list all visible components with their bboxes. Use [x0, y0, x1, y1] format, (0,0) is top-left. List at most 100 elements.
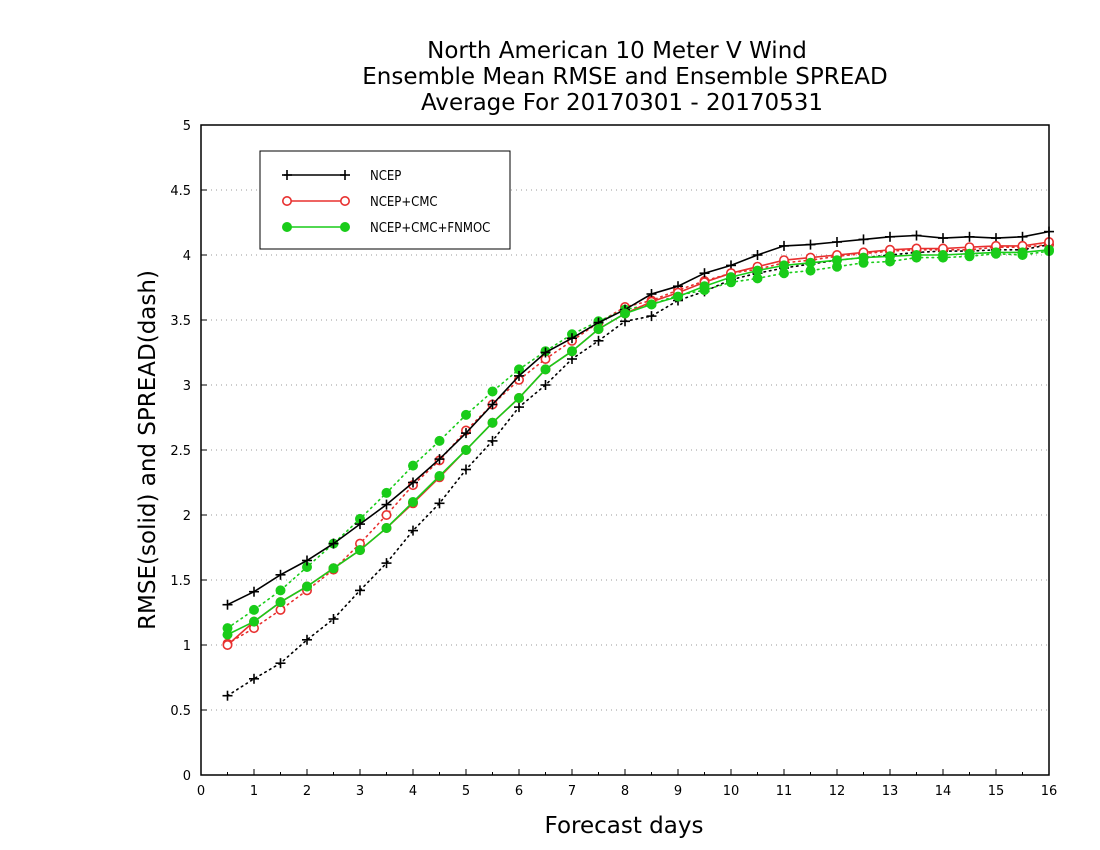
series-0-rmse-point-24 — [858, 234, 869, 245]
series-0-rmse-point-0 — [222, 599, 233, 610]
plot-series — [222, 226, 1055, 701]
gridlines — [201, 189, 1049, 711]
y-tick-label-9: 4.5 — [170, 184, 191, 199]
series-0-rmse-point-1 — [249, 586, 259, 597]
y-tick-label-7: 3.5 — [170, 314, 191, 329]
series-2-rmse-point-28 — [964, 248, 975, 259]
legend-marker-end-1 — [339, 196, 350, 207]
series-0-rmse-point-8 — [434, 454, 445, 465]
series-0-spread-point-16 — [646, 311, 657, 322]
series-0-rmse-point-18 — [699, 268, 710, 279]
x-tick-label-4: 4 — [409, 784, 417, 799]
series-2-rmse-point-29 — [991, 247, 1002, 258]
y-axis-label: RMSE(solid) and SPREAD(dash) — [135, 270, 161, 630]
x-tick-label-9: 9 — [674, 784, 682, 799]
series-1-rmse-point-0 — [222, 639, 233, 650]
x-tick-label-12: 12 — [829, 784, 846, 799]
series-0-rmse-point-23 — [832, 237, 842, 247]
y-tick-label-3: 1.5 — [170, 574, 191, 589]
series-2-rmse-point-4 — [328, 563, 339, 574]
series-2-spread-point-10 — [487, 386, 498, 397]
series-0-rmse-line — [227, 230, 1050, 606]
series-2-rmse-point-30 — [1017, 247, 1028, 258]
series-0-spread-point-11 — [514, 402, 524, 413]
series-2-rmse-point-11 — [514, 392, 525, 403]
series-2-rmse-point-25 — [885, 251, 896, 262]
y-tick-label-4: 2 — [183, 509, 191, 524]
legend-item-2: NCEP+CMC+FNMOC — [281, 221, 490, 236]
x-tick-label-10: 10 — [723, 784, 740, 799]
legend-item-1: NCEP+CMC — [281, 195, 438, 210]
series-0-spread-point-0 — [222, 690, 233, 701]
series-2-spread — [222, 246, 1055, 634]
series-0-spread-point-12 — [540, 380, 551, 390]
y-tick-label-0: 0 — [183, 769, 191, 784]
series-0-rmse-point-22 — [805, 239, 816, 250]
x-tick-label-8: 8 — [621, 784, 629, 799]
series-0-rmse-point-5 — [355, 519, 365, 530]
series-2-rmse-point-14 — [593, 324, 604, 335]
legend-label-2: NCEP+CMC+FNMOC — [370, 221, 490, 236]
x-tick-label-0: 0 — [197, 784, 205, 799]
series-2-rmse-point-19 — [726, 272, 737, 283]
series-2-rmse-point-26 — [911, 249, 922, 260]
series-2-spread-point-6 — [381, 487, 392, 498]
x-tick-label-13: 13 — [882, 784, 899, 799]
axes: 0 1 2 3 4 5 6 7 8 9 10 11 12 13 14 15 1600.511.522.533.5… — [170, 119, 1057, 799]
legend-item-0: NCEP — [282, 169, 401, 184]
series-0-rmse-point-9 — [461, 428, 471, 439]
series-2-spread-point-9 — [460, 409, 471, 420]
legend-marker-start-1 — [281, 196, 292, 207]
series-0-rmse-point-21 — [779, 240, 789, 251]
series-0-rmse-point-4 — [328, 538, 339, 549]
series-2-rmse-point-15 — [620, 308, 631, 319]
x-tick-label-14: 14 — [935, 784, 952, 799]
legend: NCEP NCEP+CMC NCEP+CMC+FNMOC — [259, 150, 511, 250]
series-0-spread-point-6 — [381, 558, 392, 569]
series-2-rmse-point-9 — [460, 444, 471, 455]
series-2-spread-point-7 — [407, 460, 418, 471]
series-2-rmse-point-23 — [832, 255, 843, 266]
legend-label-0: NCEP — [370, 169, 401, 184]
series-2-rmse-point-21 — [779, 260, 790, 271]
y-tick-label-2: 1 — [183, 639, 191, 654]
series-0-rmse — [222, 226, 1054, 610]
series-2-spread-point-2 — [275, 585, 286, 596]
series-2-rmse-point-16 — [646, 299, 657, 310]
series-2-rmse-point-8 — [434, 470, 445, 481]
series-0-spread-point-10 — [487, 435, 498, 446]
x-tick-label-1: 1 — [250, 784, 258, 799]
chart-title-line-3: Average For 20170301 - 20170531 — [421, 90, 823, 116]
series-0-spread-point-8 — [434, 498, 445, 509]
y-tick-label-8: 4 — [183, 249, 191, 264]
series-2-rmse-point-27 — [938, 249, 949, 260]
series-0-spread-point-9 — [461, 464, 471, 475]
series-0-rmse-point-3 — [302, 555, 312, 566]
series-0-rmse-point-28 — [964, 231, 975, 242]
series-2-rmse-point-10 — [487, 417, 498, 428]
x-tick-label-2: 2 — [303, 784, 311, 799]
x-tick-label-7: 7 — [568, 784, 576, 799]
series-0-rmse-point-10 — [487, 399, 498, 410]
series-2-rmse — [222, 244, 1055, 640]
series-2-rmse-point-20 — [752, 265, 763, 276]
series-0-spread-point-7 — [408, 525, 418, 536]
x-tick-label-5: 5 — [462, 784, 470, 799]
series-2-rmse-point-6 — [381, 523, 392, 534]
x-tick-label-15: 15 — [988, 784, 1005, 799]
legend-box — [259, 150, 511, 250]
chart-title: North American 10 Meter V Wind Ensemble … — [362, 38, 887, 116]
y-tick-label-6: 3 — [183, 379, 191, 394]
series-0-rmse-point-26 — [911, 230, 922, 241]
y-tick-label-10: 5 — [183, 119, 191, 134]
x-tick-label-16: 16 — [1041, 784, 1058, 799]
x-axis-label: Forecast days — [545, 813, 704, 839]
series-0-rmse-point-30 — [1017, 231, 1028, 242]
series-2-spread-point-8 — [434, 435, 445, 446]
series-0-rmse-point-12 — [540, 347, 551, 358]
series-0-rmse-point-11 — [514, 370, 524, 381]
series-2-rmse-point-12 — [540, 364, 551, 375]
series-1-spread-line — [226, 243, 1050, 645]
x-tick-label-3: 3 — [356, 784, 364, 799]
